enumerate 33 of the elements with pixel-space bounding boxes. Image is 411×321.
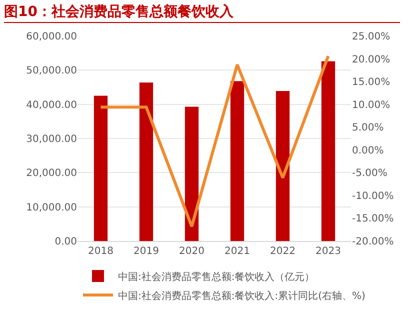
y2-tick-label: -20.00% [352,236,394,248]
bar [94,96,108,241]
y2-tick-label: 10.00% [352,100,390,111]
y-tick-label: 20,000.00 [26,168,77,180]
y2-tick-label: 25.00% [352,32,390,42]
bar [184,106,199,241]
y2-tick-label: -5.00% [352,168,388,180]
y2-tick-label: 20.00% [352,54,390,66]
x-tick-label: 2018 [88,246,114,257]
y-tick-label: 60,000.00 [26,32,77,42]
chart-title: 图10：社会消费品零售总额餐饮收入 [4,2,400,23]
legend-label: 中国:社会消费品零售总额:餐饮收入（亿元） [118,270,315,283]
y2-tick-label: 0.00% [352,145,384,156]
y2-tick-label: 5.00% [352,122,384,134]
y-tick-label: 0.00 [54,236,77,248]
y-tick-label: 10,000.00 [26,202,77,214]
y2-tick-label: -15.00% [352,214,394,225]
bar [321,61,336,241]
y2-tick-label: 15.00% [352,77,390,88]
x-tick-label: 2019 [134,246,159,257]
line-series [99,54,330,228]
x-tick-label: 2021 [224,246,250,257]
x-tick-label: 2022 [270,246,296,257]
legend-label: 中国:社会消费品零售总额:餐饮收入:累计同比(右轴、%) [118,290,366,302]
y2-tick-label: -10.00% [352,190,394,202]
y-tick-label: 30,000.00 [26,134,77,145]
bar [139,82,154,241]
y-tick-label: 40,000.00 [26,100,77,111]
y-tick-label: 50,000.00 [26,66,77,77]
bar [230,81,244,241]
bar [276,91,290,241]
x-tick-label: 2020 [179,246,204,257]
x-tick-label: 2023 [316,246,341,257]
